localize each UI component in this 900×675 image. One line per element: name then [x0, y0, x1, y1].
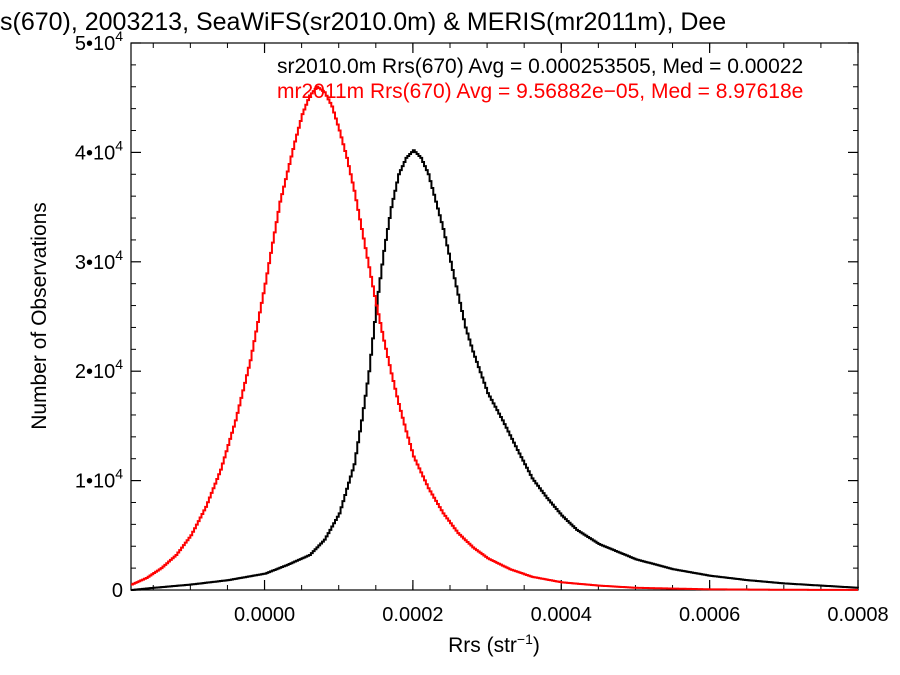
y-tick-exp: 4: [115, 28, 123, 44]
y-tick-label: 5•104: [75, 28, 123, 55]
y-tick-label: 2•104: [75, 356, 123, 383]
legend-entry-red: mr2011m Rrs(670) Avg = 9.56882e−05, Med …: [277, 80, 803, 103]
y-tick-label: 3•104: [75, 247, 123, 274]
x-tick-label: 0.0004: [531, 604, 592, 626]
y-tick-base: 0: [112, 580, 123, 602]
x-axis-label-main: Rrs (str: [448, 634, 517, 657]
x-tick-label: 0.0002: [382, 604, 443, 626]
y-tick-base: 2•10: [75, 361, 115, 383]
y-tick-base: 5•10: [75, 33, 115, 55]
y-tick-exp: 4: [115, 466, 123, 482]
y-tick-label: 1•104: [75, 466, 123, 493]
x-tick-label: 0.0008: [827, 604, 888, 626]
x-axis-label-close: ): [533, 634, 540, 657]
y-tick-label: 0: [112, 580, 123, 602]
plot-area: 0.0000 0.0002 0.0004 0.0006 0.0008 01•1042•1…: [75, 28, 889, 626]
y-axis-label: Number of Observations: [28, 202, 51, 430]
series-layer: [131, 85, 859, 591]
legend-entry-black: sr2010.0m Rrs(670) Avg = 0.000253505, Me…: [277, 55, 803, 78]
plot-frame: [130, 42, 859, 591]
chart-title: s(670), 2003213, SeaWiFS(sr2010.0m) & ME…: [0, 8, 726, 36]
x-axis-label: Rrs (str−1): [448, 631, 540, 657]
x-tick-label: 0.0000: [234, 604, 295, 626]
x-axis-label-sup: −1: [517, 631, 533, 647]
y-tick-exp: 4: [115, 137, 123, 153]
legend: sr2010.0m Rrs(670) Avg = 0.000253505, Me…: [277, 55, 803, 103]
x-axis: 0.0000 0.0002 0.0004 0.0006 0.0008: [152, 43, 889, 626]
x-tick-label: 0.0006: [679, 604, 740, 626]
series-line-red: [131, 85, 858, 591]
y-tick-exp: 4: [115, 356, 123, 372]
series-line-black: [131, 149, 859, 591]
y-tick-base: 3•10: [75, 252, 115, 274]
y-tick-base: 1•10: [75, 471, 115, 493]
y-tick-base: 4•10: [75, 142, 115, 164]
y-tick-label: 4•104: [75, 137, 123, 164]
y-tick-exp: 4: [115, 247, 123, 263]
